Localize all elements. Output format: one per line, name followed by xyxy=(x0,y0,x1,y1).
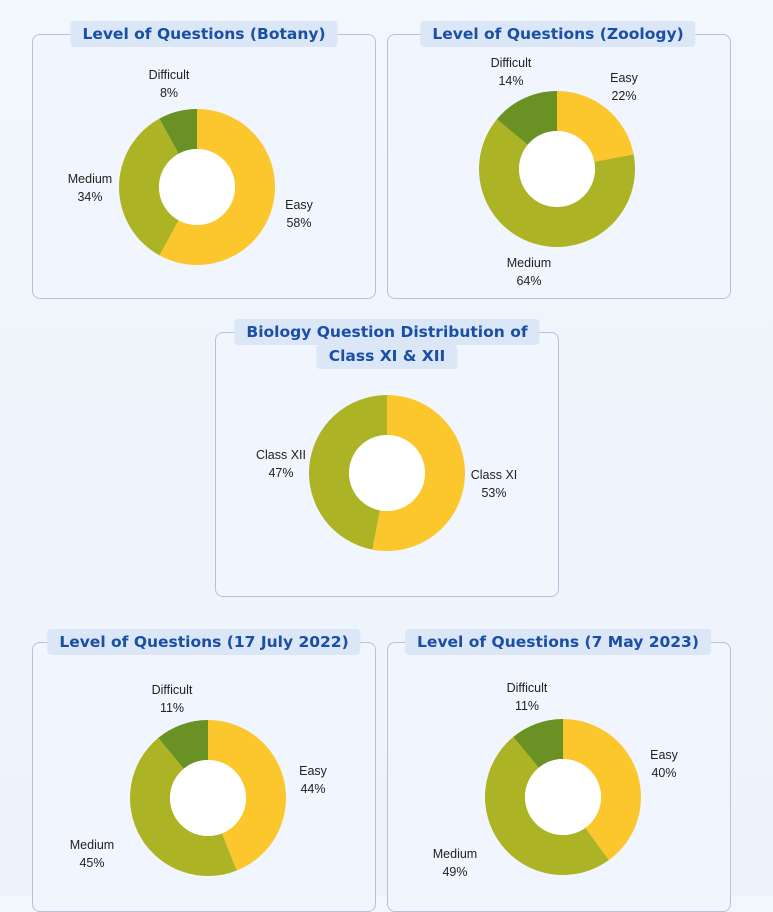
donut-slice-easy xyxy=(159,109,275,265)
label-difficult-zoology: Difficult 14% xyxy=(490,56,532,88)
donut-slice-medium xyxy=(479,119,635,247)
donut-slice-difficult xyxy=(159,109,197,154)
donut-slice-difficult xyxy=(496,91,557,145)
label-easy-zoology: Easy 22% xyxy=(610,71,638,103)
label-difficult-botany: Difficult 8% xyxy=(148,68,190,100)
donut-slice-easy xyxy=(557,91,634,162)
donut-hole xyxy=(170,760,246,836)
donut-hole xyxy=(349,435,425,511)
chart-title-17-july-2022: Level of Questions (17 July 2022) xyxy=(47,629,361,655)
label-medium-7-may-2023: Medium 49% xyxy=(432,847,478,879)
donut-slice-difficult xyxy=(513,719,563,768)
chart-title-class-distribution: Biology Question Distribution of Class X… xyxy=(234,319,540,369)
donut-slice-medium xyxy=(484,736,609,876)
donut-slice-difficult xyxy=(158,720,208,769)
donut-slice-class-xi xyxy=(372,395,465,551)
label-medium-zoology: Medium 64% xyxy=(506,256,552,288)
donut-hole xyxy=(525,759,601,835)
label-class-xii: Class XII 47% xyxy=(255,448,307,480)
donut-hole xyxy=(159,149,235,225)
label-easy-botany: Easy 58% xyxy=(285,198,313,230)
donut-slice-medium xyxy=(129,737,237,877)
label-class-xi: Class XI 53% xyxy=(470,468,518,500)
donut-slice-easy xyxy=(208,720,287,871)
label-difficult-17-july-2022: Difficult 11% xyxy=(151,683,193,715)
donut-slice-class-xii xyxy=(308,395,387,550)
label-medium-17-july-2022: Medium 45% xyxy=(69,838,115,870)
label-easy-17-july-2022: Easy 44% xyxy=(299,764,327,796)
label-easy-7-may-2023: Easy 40% xyxy=(650,748,678,780)
donut-hole xyxy=(519,131,595,207)
chart-title-botany: Level of Questions (Botany) xyxy=(70,21,338,47)
chart-title-zoology: Level of Questions (Zoology) xyxy=(420,21,696,47)
label-difficult-7-may-2023: Difficult 11% xyxy=(506,681,548,713)
label-medium-botany: Medium 34% xyxy=(67,172,113,204)
chart-title-7-may-2023: Level of Questions (7 May 2023) xyxy=(405,629,711,655)
donut-slice-medium xyxy=(119,118,179,256)
donut-slice-easy xyxy=(563,719,641,861)
